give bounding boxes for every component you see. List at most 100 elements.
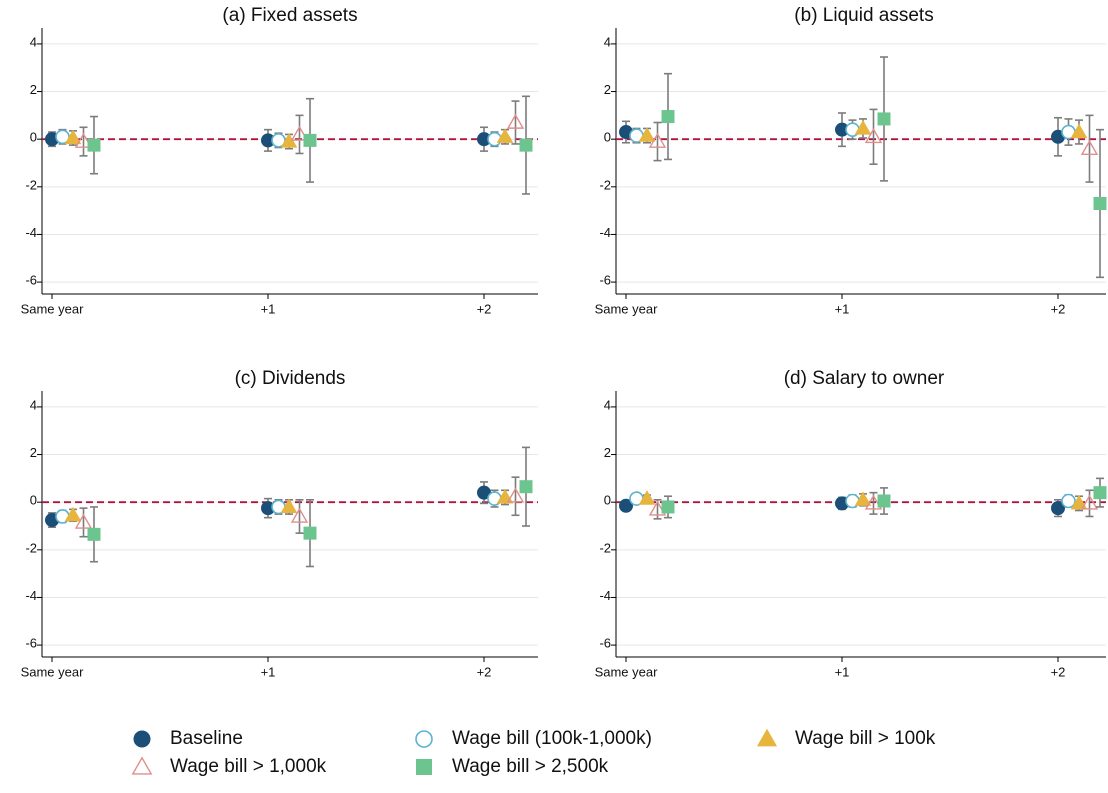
point — [1093, 486, 1107, 500]
point — [661, 110, 675, 124]
point — [661, 500, 675, 514]
legend-marker — [131, 756, 153, 775]
error-bar — [1085, 489, 1094, 518]
y-tick-label: -4 — [599, 588, 611, 603]
point — [1061, 493, 1076, 509]
point — [854, 119, 872, 135]
series — [87, 446, 533, 568]
point — [864, 494, 883, 510]
point — [64, 129, 82, 145]
point — [87, 527, 101, 541]
series — [87, 95, 533, 195]
error-bar — [869, 108, 878, 165]
y-tick-label: 2 — [30, 82, 37, 97]
series — [629, 118, 1076, 146]
series — [74, 100, 525, 157]
y-tick-label: -6 — [599, 636, 611, 651]
series — [64, 488, 514, 523]
x-tick-label: +1 — [261, 301, 276, 316]
point — [1051, 501, 1065, 516]
y-tick-label: -4 — [25, 588, 37, 603]
panel-title: (a) Fixed assets — [222, 5, 357, 26]
y-tick-label: 0 — [604, 493, 611, 508]
series — [55, 489, 502, 524]
legend-label: Wage bill > 1,000k — [170, 756, 327, 777]
series — [619, 112, 1065, 157]
point — [506, 487, 525, 503]
legend-label: Wage bill > 100k — [795, 728, 936, 749]
point — [290, 507, 309, 523]
x-tick-label: Same year — [21, 664, 85, 679]
point — [877, 494, 891, 508]
legend-label: Baseline — [170, 728, 243, 749]
x-tick-label: +2 — [1051, 301, 1066, 316]
y-tick-label: -2 — [25, 177, 37, 192]
point — [854, 491, 872, 506]
point — [74, 132, 93, 148]
y-tick-label: 4 — [604, 397, 611, 412]
point — [519, 138, 533, 152]
series — [648, 108, 1099, 183]
error-bar — [511, 100, 520, 145]
series — [661, 56, 1107, 279]
point — [74, 513, 93, 529]
y-tick-label: 2 — [30, 445, 37, 460]
point — [864, 127, 883, 144]
point — [877, 112, 891, 126]
error-bar — [295, 114, 304, 155]
panel-title: (c) Dividends — [235, 368, 346, 389]
y-tick-label: -6 — [25, 636, 37, 651]
point — [1080, 139, 1099, 156]
y-tick-label: 0 — [30, 493, 37, 508]
series — [619, 496, 1065, 518]
point — [648, 132, 667, 148]
point — [87, 138, 101, 152]
point — [1070, 123, 1088, 139]
x-tick-label: +2 — [1051, 664, 1066, 679]
x-tick-label: +1 — [835, 301, 850, 316]
legend-marker — [756, 728, 778, 747]
x-tick-label: Same year — [595, 301, 659, 316]
y-tick-label: -6 — [599, 273, 611, 288]
x-tick-label: +2 — [477, 664, 492, 679]
x-tick-label: +1 — [261, 664, 276, 679]
point — [1093, 196, 1107, 210]
x-tick-label: Same year — [595, 664, 659, 679]
y-tick-label: 4 — [30, 34, 37, 49]
series — [74, 476, 525, 538]
point — [290, 125, 309, 141]
legend-label: Wage bill > 2,500k — [452, 756, 609, 777]
error-bar — [79, 507, 88, 538]
series — [64, 128, 514, 150]
panel-title: (b) Liquid assets — [794, 5, 933, 26]
y-tick-label: 2 — [604, 445, 611, 460]
y-tick-label: 0 — [604, 130, 611, 145]
error-bar — [295, 498, 304, 534]
point — [1070, 494, 1088, 510]
point — [519, 480, 533, 494]
y-tick-label: -4 — [25, 225, 37, 240]
legend-marker — [416, 759, 432, 775]
series — [45, 481, 491, 528]
series — [648, 489, 1099, 520]
y-tick-label: -6 — [25, 273, 37, 288]
series — [661, 477, 1107, 519]
series — [638, 118, 1088, 145]
y-tick-label: 0 — [30, 130, 37, 145]
point — [64, 506, 82, 522]
point — [1080, 494, 1099, 510]
legend-label: Wage bill (100k-1,000k) — [452, 728, 652, 749]
y-tick-label: 2 — [604, 82, 611, 97]
point — [648, 500, 667, 516]
legend-marker — [133, 730, 151, 748]
series — [45, 126, 491, 152]
point — [638, 127, 656, 142]
point — [303, 133, 317, 147]
y-tick-label: 4 — [30, 397, 37, 412]
point — [280, 498, 298, 514]
point — [506, 113, 525, 129]
error-bar — [511, 476, 520, 517]
x-tick-label: +1 — [835, 664, 850, 679]
y-tick-label: -2 — [25, 540, 37, 555]
